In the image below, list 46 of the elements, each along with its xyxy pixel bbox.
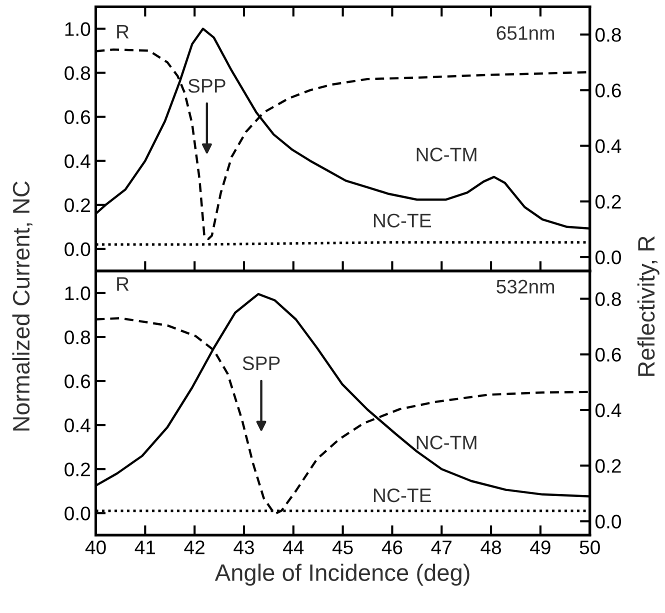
annotation: NC-TM bbox=[416, 148, 476, 162]
x-tick-label: 49 bbox=[530, 540, 550, 554]
annotation: R bbox=[117, 277, 129, 291]
x-tick-label: 40 bbox=[85, 540, 106, 554]
y2-tick-label: 0.6 bbox=[595, 348, 621, 362]
y-axis-title: Normalized Current, NC bbox=[12, 181, 32, 431]
annotation: 651nm bbox=[496, 26, 554, 40]
annotation: NC-TM bbox=[416, 436, 476, 450]
y-tick-label: 1.0 bbox=[65, 286, 90, 300]
annotation: R bbox=[117, 25, 129, 38]
x-tick-label: 47 bbox=[431, 540, 452, 554]
y-tick-label: 0.8 bbox=[64, 330, 90, 344]
y2-tick-label: 0.4 bbox=[595, 403, 622, 418]
x-tick-label: 45 bbox=[332, 540, 353, 554]
annotation: SPP bbox=[242, 356, 280, 370]
y2-tick-label: 0.2 bbox=[595, 459, 621, 473]
y2-tick-label: 0.4 bbox=[595, 139, 622, 154]
y-tick-label: 0.0 bbox=[64, 506, 90, 520]
x-tick-label: 43 bbox=[234, 540, 254, 554]
x-tick-label: 42 bbox=[184, 540, 204, 554]
y-tick-label: 0.0 bbox=[64, 242, 90, 256]
x-tick-label: 48 bbox=[480, 540, 502, 554]
y-tick-label: 0.8 bbox=[64, 66, 90, 80]
y2-tick-label: 0.6 bbox=[595, 84, 621, 98]
annotation: 532nm bbox=[496, 280, 554, 294]
x-tick-label: 44 bbox=[283, 540, 304, 554]
y2-tick-label: 0.0 bbox=[595, 514, 621, 528]
annotation: NC-TE bbox=[374, 214, 431, 228]
y-tick-label: 0.2 bbox=[64, 198, 90, 212]
y-tick-label: 1.0 bbox=[65, 22, 90, 36]
annotation: NC-TE bbox=[374, 488, 431, 502]
x-axis-title: Angle of Incidence (deg) bbox=[214, 564, 470, 586]
y2-tick-label: 0.2 bbox=[595, 194, 621, 209]
x-tick-label: 41 bbox=[134, 540, 156, 554]
y-tick-label: 0.6 bbox=[64, 374, 90, 388]
annotation: SPP bbox=[188, 78, 226, 93]
y-tick-label: 0.2 bbox=[64, 462, 90, 476]
x-tick-label: 50 bbox=[580, 540, 600, 554]
y2-tick-label: 0.0 bbox=[595, 250, 621, 264]
y2-tick-label: 0.8 bbox=[595, 28, 621, 42]
y-tick-label: 0.6 bbox=[64, 110, 90, 124]
y2-axis-title: Reflectivity, R bbox=[637, 236, 660, 376]
y-tick-label: 0.4 bbox=[64, 154, 90, 168]
x-tick-label: 46 bbox=[382, 540, 402, 554]
y2-tick-label: 0.8 bbox=[595, 292, 621, 306]
y-tick-label: 0.4 bbox=[64, 418, 90, 432]
